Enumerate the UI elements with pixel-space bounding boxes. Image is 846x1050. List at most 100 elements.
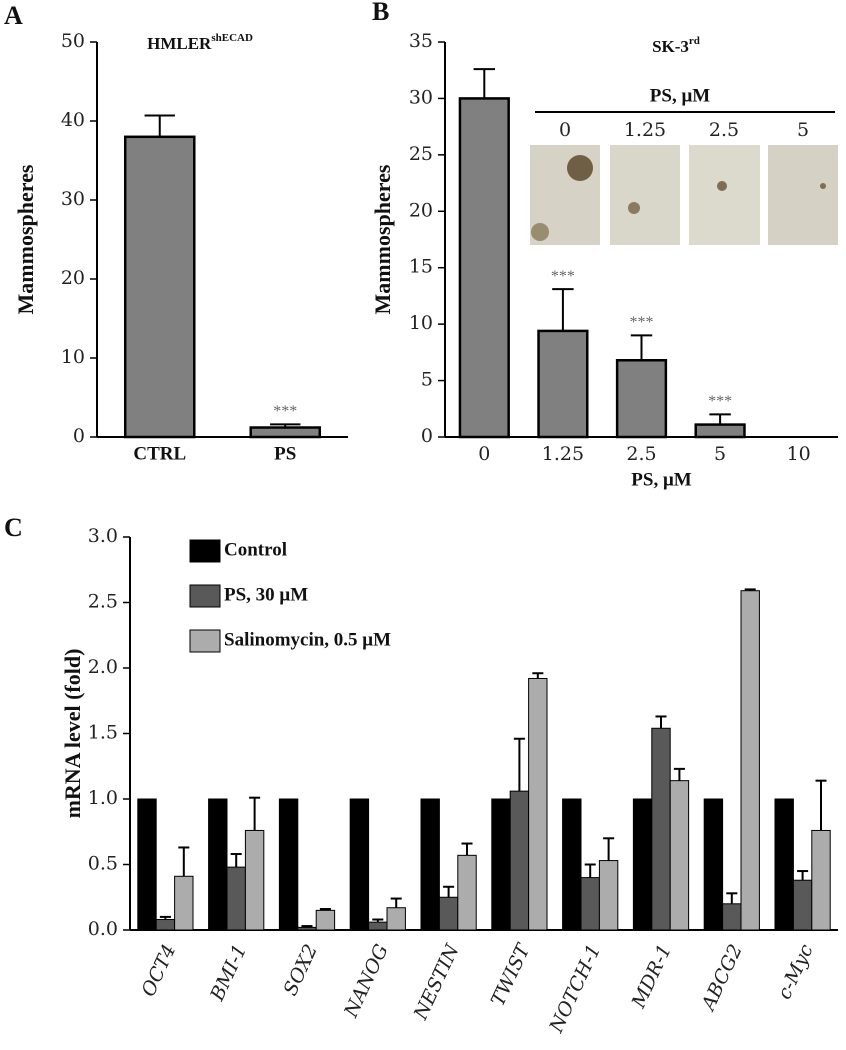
y-tick-label: 0.5 bbox=[88, 853, 118, 875]
title-sup: shECAD bbox=[211, 32, 253, 44]
bar bbox=[811, 829, 831, 931]
y-tick-label: 25 bbox=[409, 143, 433, 165]
bar bbox=[244, 829, 265, 931]
bar bbox=[740, 590, 760, 931]
bar bbox=[792, 879, 813, 931]
bar bbox=[155, 919, 176, 931]
bar bbox=[651, 727, 671, 931]
error-bar bbox=[301, 925, 313, 928]
y-tick-label: 3.0 bbox=[88, 525, 118, 547]
inset-image bbox=[689, 145, 760, 245]
legend-swatch bbox=[189, 539, 221, 563]
inset-header: PS, μM bbox=[650, 85, 710, 106]
y-axis-label: mRNA level (fold) bbox=[60, 649, 85, 819]
bar bbox=[669, 780, 690, 931]
panel-label: B bbox=[372, 0, 389, 26]
y-tick-label: 0.0 bbox=[88, 918, 118, 940]
y-tick-label: 2.0 bbox=[88, 656, 118, 678]
y-axis-label: Mammospheres bbox=[13, 164, 38, 314]
bar bbox=[420, 798, 440, 931]
y-tick-label: 30 bbox=[409, 86, 433, 108]
legend-label: Control bbox=[224, 539, 287, 560]
sphere bbox=[820, 183, 826, 189]
inset-label: 0 bbox=[559, 119, 571, 141]
error-bar bbox=[532, 672, 544, 679]
x-tick-label: CTRL bbox=[133, 443, 186, 464]
panel-label: C bbox=[4, 513, 23, 542]
error-bar bbox=[230, 853, 242, 868]
bar bbox=[458, 97, 510, 439]
bar bbox=[278, 798, 299, 931]
y-tick-label: 10 bbox=[409, 312, 433, 334]
x-tick-label: PS bbox=[274, 443, 296, 464]
bar bbox=[457, 854, 477, 931]
sphere bbox=[567, 155, 593, 181]
legend-label: PS, 30 μM bbox=[224, 584, 308, 605]
y-tick-label: 15 bbox=[409, 256, 433, 278]
y-axis-label: Mammospheres bbox=[370, 164, 395, 314]
significance: *** bbox=[273, 403, 297, 420]
inset-label: 1.25 bbox=[624, 119, 666, 141]
x-tick-label: NOTCH-1 bbox=[545, 941, 605, 1037]
bar bbox=[208, 798, 228, 931]
error-bar bbox=[443, 885, 455, 898]
y-tick-label: 1.0 bbox=[88, 787, 118, 809]
inset-label: 2.5 bbox=[709, 119, 739, 141]
legend-label: Salinomycin, 0.5 μM bbox=[224, 629, 391, 650]
x-tick-label: OCT4 bbox=[137, 941, 180, 1000]
error-bar bbox=[513, 737, 525, 792]
inset-image bbox=[768, 145, 838, 245]
y-tick-label: 20 bbox=[409, 199, 433, 221]
y-tick-label: 1.5 bbox=[88, 722, 118, 744]
y-tick-label: 35 bbox=[409, 30, 433, 52]
error-bar bbox=[178, 846, 190, 877]
error-bar bbox=[159, 915, 171, 920]
inset-image bbox=[610, 145, 680, 245]
bar bbox=[509, 790, 530, 931]
bar bbox=[137, 798, 157, 931]
y-tick-label: 0 bbox=[73, 425, 85, 447]
error-bar bbox=[726, 892, 738, 904]
y-tick-label: 10 bbox=[61, 346, 85, 368]
y-tick-label: 40 bbox=[61, 109, 85, 131]
sphere bbox=[628, 202, 640, 214]
bar bbox=[315, 909, 336, 931]
bar bbox=[562, 798, 582, 931]
bar bbox=[774, 798, 794, 931]
significance: *** bbox=[630, 314, 654, 331]
bar bbox=[615, 359, 668, 439]
sphere bbox=[531, 223, 549, 241]
error-bar bbox=[249, 796, 261, 831]
bar bbox=[491, 798, 511, 931]
title-main: HMLER bbox=[147, 34, 212, 53]
error-bar bbox=[655, 715, 667, 729]
bar bbox=[297, 926, 317, 931]
y-tick-label: 0 bbox=[421, 425, 433, 447]
inset-images bbox=[530, 145, 838, 245]
panel-label: A bbox=[4, 1, 23, 30]
x-tick-label: c-Myc bbox=[773, 941, 818, 1003]
error-bar bbox=[319, 908, 331, 911]
error-bar bbox=[630, 334, 653, 361]
bar bbox=[386, 907, 406, 931]
bar bbox=[368, 921, 388, 931]
x-tick-label: 1.25 bbox=[542, 443, 584, 465]
error-bar bbox=[390, 897, 402, 908]
error-bar bbox=[270, 423, 301, 428]
error-bar bbox=[815, 779, 827, 831]
error-bar bbox=[584, 863, 596, 878]
y-tick-label: 30 bbox=[61, 188, 85, 210]
x-tick-label: ABCG2 bbox=[697, 941, 747, 1015]
significance: *** bbox=[708, 393, 732, 410]
bar bbox=[226, 866, 246, 931]
error-bar bbox=[603, 837, 615, 861]
bar bbox=[123, 135, 196, 439]
title-sup: rd bbox=[689, 35, 700, 47]
y-tick-label: 2.5 bbox=[88, 591, 118, 613]
bar bbox=[632, 798, 653, 931]
bar bbox=[249, 426, 322, 439]
bar bbox=[694, 423, 746, 439]
y-tick-label: 5 bbox=[421, 369, 433, 391]
bar bbox=[438, 896, 459, 931]
